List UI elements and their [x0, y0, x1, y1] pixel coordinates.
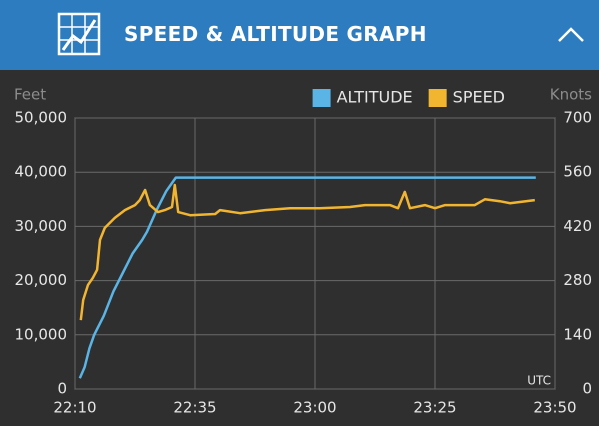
series-line: [78, 176, 536, 379]
x-tick-label: 22:10: [53, 399, 96, 417]
x-axis-label: UTC: [527, 374, 551, 388]
y-tick-label: 10,000: [15, 325, 68, 343]
y2-tick-label: 700: [563, 109, 592, 127]
y-axis-label: Feet: [14, 86, 46, 104]
x-tick-label: 23:00: [293, 399, 336, 417]
graph-icon: [57, 12, 101, 56]
legend-label: ALTITUDE: [337, 88, 413, 107]
legend-swatch: [428, 89, 447, 107]
y-tick-label: 30,000: [15, 217, 68, 235]
x-tick-label: 23:25: [413, 399, 456, 417]
chart: 0 10,000 20,000 30,000 40,000 50,000 0 140 280 42…: [14, 86, 592, 417]
y2-tick-label: 560: [563, 163, 592, 181]
header-title: SPEED & ALTITUDE GRAPH: [124, 22, 427, 46]
y-tick-label: 50,000: [15, 109, 68, 127]
x-tick-label: 23:50: [533, 399, 576, 417]
x-tick-label: 22:35: [173, 399, 216, 417]
legend-swatch: [312, 89, 331, 107]
y2-tick-label: 420: [563, 217, 592, 235]
legend-label: SPEED: [453, 88, 505, 107]
header-bar: SPEED & ALTITUDE GRAPH: [0, 0, 599, 70]
y-tick-label: 40,000: [15, 163, 68, 181]
y-tick-label: 0: [57, 380, 67, 398]
series-line: [79, 183, 535, 321]
y2-tick-label: 280: [563, 271, 592, 289]
y-tick-label: 20,000: [15, 271, 68, 289]
collapse-chevron[interactable]: [556, 25, 586, 45]
y2-axis-label: Knots: [550, 86, 592, 104]
y2-tick-label: 0: [582, 380, 592, 398]
y2-tick-label: 140: [563, 325, 592, 343]
